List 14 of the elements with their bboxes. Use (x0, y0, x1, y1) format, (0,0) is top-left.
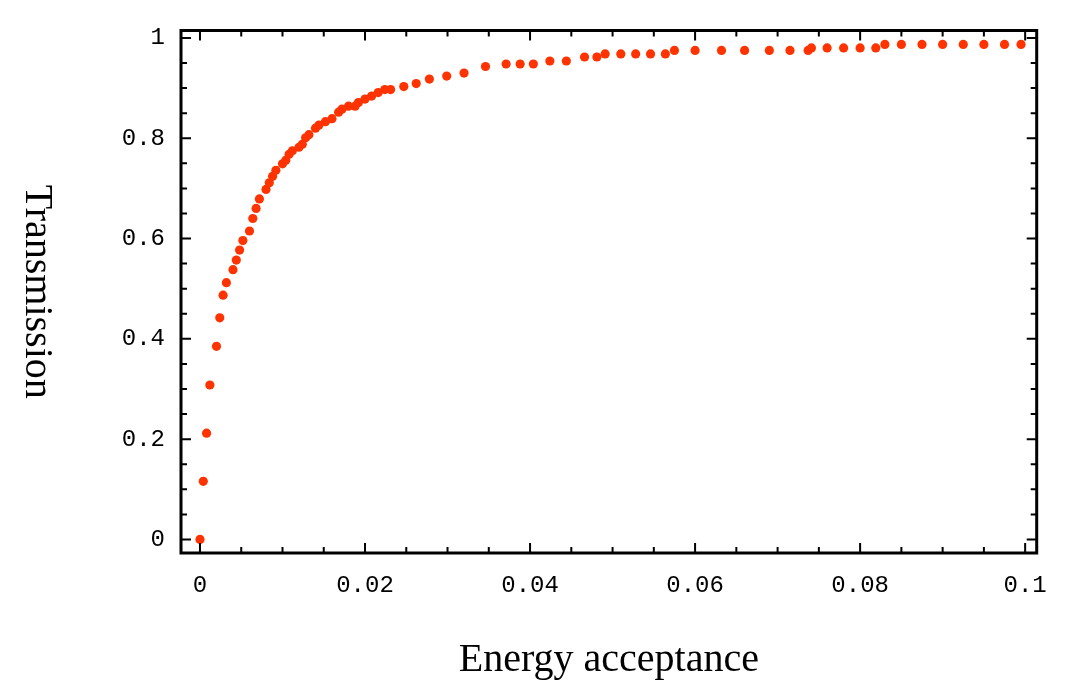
y-tick-label: 0 (150, 525, 165, 553)
x-tick-label: 0.1 (1003, 571, 1047, 599)
x-tick-label: 0.06 (666, 571, 724, 599)
y-axis-title: Transmission (16, 184, 62, 399)
y-tick-label: 1 (150, 24, 165, 52)
x-tick-label: 0 (192, 571, 208, 599)
x-tick-label: 0.08 (831, 571, 889, 599)
y-tick-label: 0.2 (121, 425, 165, 453)
x-tick-label: 0.04 (501, 571, 559, 599)
y-tick-label: 0.6 (121, 224, 165, 252)
x-tick-label: 0.02 (336, 571, 394, 599)
x-axis-title: Energy acceptance (458, 634, 759, 680)
y-tick-label: 0.4 (121, 325, 165, 353)
y-tick-label: 0.8 (121, 124, 165, 152)
